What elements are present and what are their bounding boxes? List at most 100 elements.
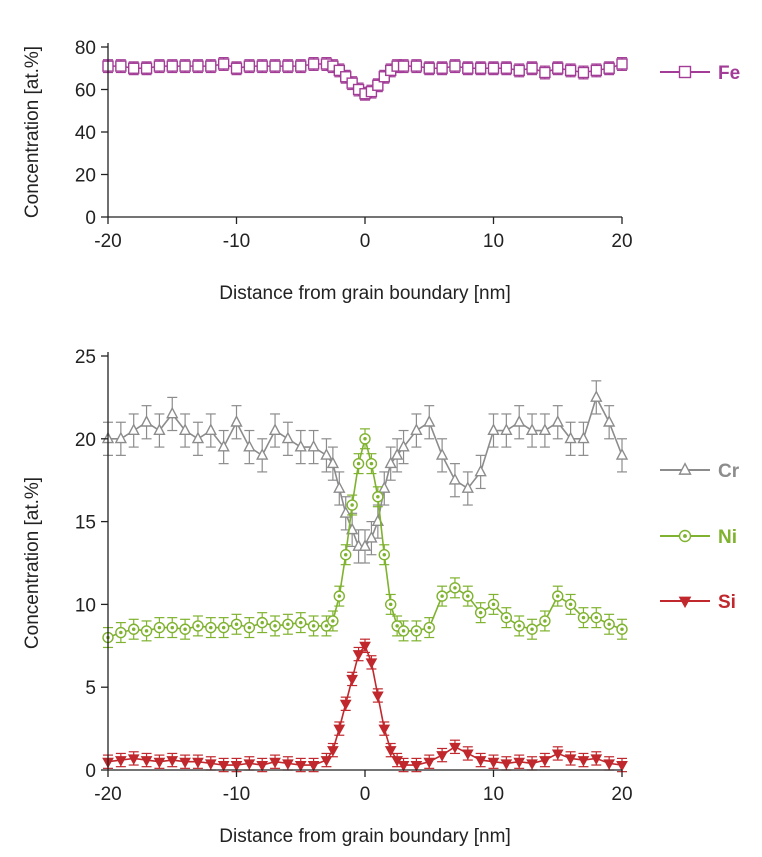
ni-point-dot <box>440 594 444 598</box>
cr-ni-si-axes: -20 -10 0 10 20 0 5 10 15 20 25 <box>75 347 633 805</box>
ni-point <box>577 611 590 624</box>
cr-point <box>590 390 603 402</box>
ni-point-dot <box>260 620 264 625</box>
ni-point <box>346 499 358 511</box>
fe-axes: -20 -10 0 10 20 0 20 40 60 80 <box>75 38 633 252</box>
fe-point <box>552 62 564 74</box>
ni-point-dot <box>273 624 277 628</box>
si-point <box>616 761 628 772</box>
ni-point-dot <box>517 624 521 628</box>
ni-point <box>539 615 551 627</box>
si-point <box>320 756 333 767</box>
legend-marker-fe <box>678 65 692 79</box>
si-point <box>461 749 474 760</box>
cr-point <box>564 431 577 444</box>
cr-series <box>101 380 629 564</box>
ni-point-dot <box>343 552 348 557</box>
ni-point-dot <box>299 620 303 625</box>
cr-ni-si-y-tick-label: 20 <box>75 430 96 451</box>
ni-point <box>140 625 153 637</box>
fe-point <box>603 62 615 74</box>
si-point <box>153 757 166 769</box>
ni-point <box>590 611 602 624</box>
si-point <box>564 754 577 765</box>
ni-point <box>513 620 525 632</box>
legend-label-ni: Ni <box>718 527 737 548</box>
ni-point-dot <box>221 625 226 630</box>
si-point <box>230 761 243 772</box>
cr-point <box>461 481 474 493</box>
ni-point <box>352 457 365 470</box>
fe-point <box>526 62 538 74</box>
si-point <box>603 759 615 770</box>
ni-series <box>102 428 628 649</box>
cr-point <box>217 439 230 452</box>
fe-point <box>205 60 217 72</box>
legend-marker-si <box>678 596 692 609</box>
cr-ni-si-x-tick-label: -20 <box>94 784 121 805</box>
si-point <box>204 759 217 770</box>
ni-point-dot <box>504 615 509 620</box>
ni-point-dot <box>395 624 399 628</box>
ni-point-dot <box>369 461 374 466</box>
fe-point <box>474 62 487 74</box>
fe-point <box>513 64 525 77</box>
fe-point <box>140 62 153 74</box>
legend-label-cr: Cr <box>718 461 740 482</box>
cr-point <box>166 406 179 419</box>
si-point <box>577 756 590 767</box>
ni-point <box>115 626 127 639</box>
ni-point <box>179 623 191 635</box>
ni-point <box>333 590 345 602</box>
cr-point <box>397 439 410 452</box>
ni-point <box>397 625 410 637</box>
cr-ni-si-y-tick-label: 15 <box>75 513 96 534</box>
ni-point-dot <box>234 622 239 627</box>
fe-x-tick-label: -20 <box>94 231 121 252</box>
ni-point <box>378 549 390 561</box>
cr-point <box>243 439 256 452</box>
fe-point <box>340 71 352 83</box>
ni-point <box>269 620 281 632</box>
fe-x-axis-title: Distance from grain boundary [nm] <box>219 283 510 304</box>
cr-point <box>513 414 526 427</box>
cr-point <box>268 423 282 435</box>
cr-ni-si-y-tick-label: 25 <box>75 347 96 368</box>
ni-point-dot <box>363 437 367 441</box>
fe-point <box>365 85 378 98</box>
ni-point <box>372 491 384 503</box>
ni-point-dot <box>581 615 586 620</box>
si-point <box>269 757 281 769</box>
ni-point <box>340 549 352 561</box>
fe-x-tick-label: 20 <box>611 231 632 252</box>
fe-point <box>539 66 551 79</box>
ni-point <box>410 625 423 637</box>
fe-point <box>564 64 577 77</box>
fe-point <box>577 66 590 79</box>
legend-item-si: Si <box>660 592 736 613</box>
si-point <box>217 761 230 772</box>
fe-point <box>423 62 435 74</box>
fe-series <box>102 57 628 101</box>
ni-point <box>552 590 564 602</box>
ni-point <box>307 620 320 632</box>
ni-point <box>166 621 178 634</box>
cr-point <box>474 464 487 477</box>
ni-point-dot <box>119 630 123 635</box>
cr-point <box>307 439 320 452</box>
ni-point-dot <box>311 624 316 628</box>
cr-point <box>230 414 243 427</box>
ni-point <box>205 621 217 634</box>
fe-point <box>179 60 191 72</box>
cr-point <box>204 423 217 435</box>
cr-point <box>256 448 269 460</box>
si-point <box>378 724 391 736</box>
fe-point <box>192 60 204 72</box>
cr-point <box>178 423 192 435</box>
ni-point-dot <box>401 629 406 633</box>
fe-point <box>378 71 390 83</box>
ni-point <box>327 615 339 627</box>
fe-y-axis-title: Concentration [at.%] <box>22 46 43 218</box>
fe-point <box>307 58 320 70</box>
fe-point <box>487 62 500 74</box>
